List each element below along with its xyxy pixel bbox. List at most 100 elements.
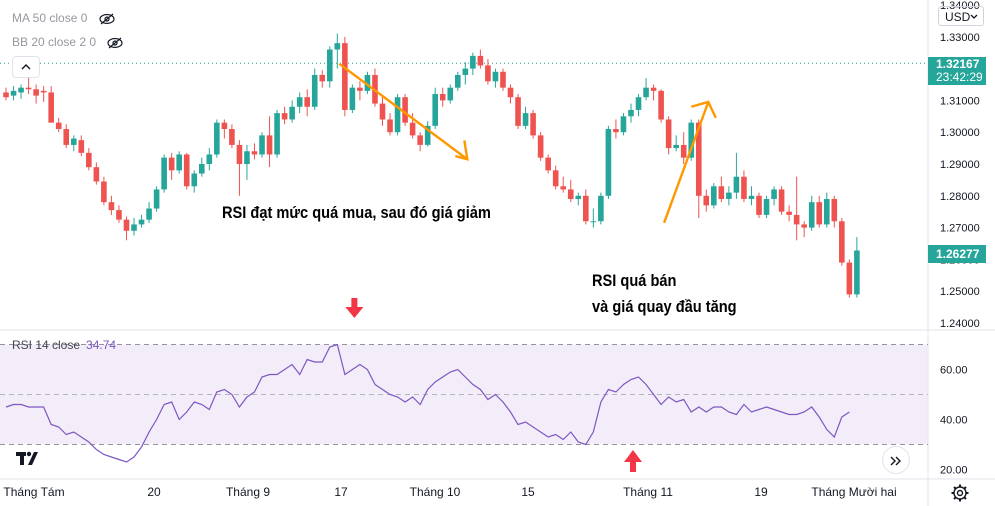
candle-body <box>101 181 107 203</box>
candle-body <box>831 198 838 222</box>
price-axis-tick: 1.28000 <box>940 191 980 203</box>
candle-body <box>718 186 725 199</box>
oversold-signal-arrow <box>623 450 642 472</box>
candle-body <box>131 224 137 231</box>
rsi-line <box>5 343 850 463</box>
time-axis-label: Tháng Tám <box>3 485 64 499</box>
candle-body <box>394 97 401 133</box>
price-axis-tick: 1.31000 <box>940 95 980 107</box>
candle-body <box>808 202 815 228</box>
candle-body <box>620 116 627 133</box>
bb-legend[interactable]: BB 20 close 2 0 <box>12 35 124 49</box>
candle-body <box>387 119 393 133</box>
candle-body <box>522 113 529 126</box>
candle-body <box>63 129 70 145</box>
candle-body <box>108 202 115 211</box>
rsi-axis-tick: 60.00 <box>940 365 968 377</box>
current-price-value: 1.26277 <box>936 247 980 261</box>
candle-body <box>326 49 333 82</box>
overbought-signal-arrow <box>345 298 364 318</box>
candle-body <box>439 94 446 101</box>
candle-body <box>763 198 770 215</box>
candle-body <box>3 92 9 98</box>
candle-body <box>266 135 273 155</box>
candle-body <box>643 87 649 98</box>
candle-body <box>183 154 190 187</box>
time-axis-label: Tháng Mười hai <box>811 485 896 499</box>
candle-body <box>567 189 574 199</box>
candle-body <box>417 135 423 145</box>
currency-label: USD <box>945 10 971 24</box>
oversold-trend-line <box>662 101 710 224</box>
eye-crossed-icon[interactable] <box>99 13 115 25</box>
candle-body <box>379 103 386 120</box>
candle-body <box>55 122 62 130</box>
candle-body <box>304 97 310 107</box>
overbought-arrow-head <box>455 140 469 161</box>
candle-body <box>86 152 92 168</box>
candle-body <box>93 167 100 182</box>
candle-body <box>628 109 634 117</box>
chevron-up-icon <box>21 63 31 70</box>
candle-body <box>500 71 506 88</box>
last-price-tag: 1.32167 23:42:29 <box>928 57 986 85</box>
candle-body <box>786 211 792 215</box>
candle-body <box>33 89 39 96</box>
tradingview-logo-icon[interactable] <box>8 444 44 474</box>
time-axis-label: 15 <box>521 485 535 499</box>
rsi-legend-value: 34.74 <box>86 338 117 352</box>
scroll-to-realtime-button[interactable] <box>882 446 910 474</box>
candle-body <box>221 122 228 130</box>
candle-body <box>590 221 597 223</box>
candle-body <box>748 195 755 199</box>
candle-body <box>48 92 54 123</box>
candle-body <box>816 202 823 225</box>
oversold-annotation-line2: và giá quay đầu tăng <box>592 297 737 316</box>
candle-body <box>598 195 604 222</box>
candle-body <box>756 195 762 215</box>
candle-body <box>206 154 213 164</box>
candle-body <box>244 151 250 164</box>
candle-body <box>229 129 235 145</box>
candle-body <box>198 164 205 174</box>
candle-body <box>251 151 258 155</box>
candle-body <box>537 135 544 158</box>
collapse-legend-button[interactable] <box>12 56 40 78</box>
eye-crossed-icon[interactable] <box>107 37 124 49</box>
gear-icon[interactable] <box>950 483 970 503</box>
candle-body <box>462 68 469 75</box>
rsi-legend[interactable]: RSI 14 close 34.74 <box>12 338 116 352</box>
candle-body <box>477 55 484 66</box>
time-axis-label: Tháng 9 <box>226 485 270 499</box>
candle-body <box>259 135 265 155</box>
candle-body <box>349 87 356 110</box>
candle-body <box>846 262 853 295</box>
candle-body <box>274 113 280 155</box>
currency-select[interactable]: USD <box>938 6 984 26</box>
candle-body <box>470 55 476 69</box>
candle-body <box>771 189 777 199</box>
candle-body <box>552 170 559 187</box>
ma-legend[interactable]: MA 50 close 0 <box>12 11 115 25</box>
candle-body <box>778 189 785 212</box>
candle-body <box>214 122 220 155</box>
candle-body <box>138 219 145 225</box>
candle-body <box>146 208 152 220</box>
candle-body <box>311 74 318 107</box>
candle-body <box>342 43 348 110</box>
candle-body <box>18 87 24 93</box>
price-axis-tick: 1.24000 <box>940 318 980 330</box>
price-axis-tick: 1.27000 <box>940 223 980 235</box>
candle-body <box>357 87 363 91</box>
candle-body <box>560 186 567 190</box>
candle-body <box>40 90 47 93</box>
candle-body <box>485 65 491 82</box>
candle-body <box>236 144 243 164</box>
time-axis-label: Tháng 11 <box>623 485 673 499</box>
overbought-annotation: RSI đạt mức quá mua, sau đó giá giảm <box>222 203 491 222</box>
candle-body <box>153 189 160 209</box>
candle-body <box>176 154 182 171</box>
rsi-legend-label: RSI 14 close <box>12 338 81 352</box>
bb-legend-label: BB 20 close 2 0 <box>12 35 97 49</box>
